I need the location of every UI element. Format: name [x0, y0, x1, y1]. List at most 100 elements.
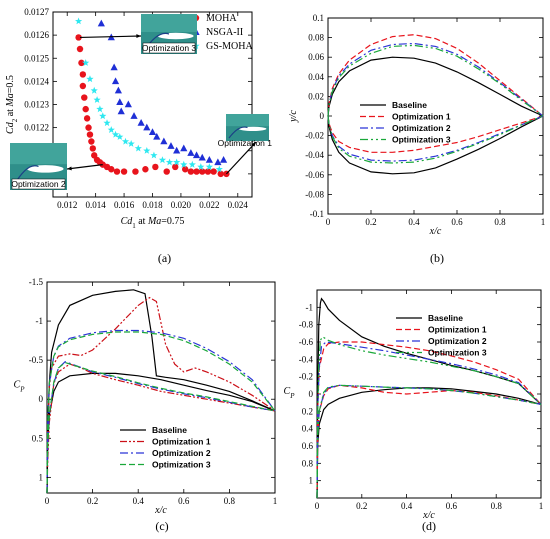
nsga2-point: [114, 86, 122, 94]
panel-c-ytick-label: 0: [39, 394, 44, 404]
panel-a-ytick-label: 0.0126: [24, 30, 49, 40]
panel-c-xtick-label: 1: [273, 496, 278, 506]
panel-d-legend-label: Optimization 3: [428, 348, 487, 358]
moha-point: [76, 45, 84, 53]
gs-moha-point: [143, 147, 151, 154]
panel-c-ytick-label: 0.5: [32, 433, 44, 443]
panel-d-ytick-label: -1: [306, 302, 314, 312]
panel-c-optimization-3-upper-line: [46, 331, 276, 494]
nsga2-point: [148, 128, 157, 136]
panel-d-xtick-label: 0.8: [491, 501, 503, 511]
panel-d-baseline-lower-line: [316, 387, 542, 499]
panel-c-ylabel: CP: [14, 380, 26, 394]
gs-moha-point: [173, 158, 181, 166]
nsga2-point: [124, 100, 132, 108]
panel-b-ytick-label: 0.04: [308, 72, 324, 82]
panel-d-ytick-label: -0.4: [299, 354, 314, 364]
panel-c-legend-label: Optimization 2: [152, 448, 211, 458]
inset-optimization-3-label-bg: [142, 42, 196, 54]
panel-b-ytick-label: -0.04: [305, 150, 324, 160]
panel-d-baseline-upper-line: [316, 297, 542, 499]
gs-moha-point: [158, 156, 167, 164]
panel-c-caption: (c): [155, 519, 168, 533]
moha-point: [120, 168, 128, 175]
panel-d-xtick-label: 0: [315, 501, 320, 511]
inset-optimization-1-shock: [228, 126, 248, 139]
panel-d-optimization-3-lower-line: [316, 384, 542, 499]
inset-optimization-1-band: [226, 114, 269, 127]
panel-c-xtick-label: 0.2: [87, 496, 98, 506]
nsga2-point: [167, 142, 175, 149]
panel-d-optimization-1-lower-line: [316, 384, 542, 499]
nsga2-point: [130, 112, 138, 119]
inset-optimization-2-label-bg: [11, 178, 66, 190]
gs-moha-point: [82, 59, 90, 66]
panel-a-ytick-label: 0.0122: [24, 123, 49, 133]
panel-a-xtick-label: 0.018: [142, 200, 163, 210]
gs-moha-point: [93, 96, 101, 103]
panel-a-ylabel: Cd2 at Ma=0.5: [5, 75, 19, 134]
moha-point: [75, 34, 82, 41]
panel-d-legend-label: Optimization 1: [428, 325, 487, 335]
panel-a-xtick-label: 0.020: [171, 200, 192, 210]
moha-point: [217, 170, 224, 178]
nsga2-point: [187, 149, 195, 156]
moha-point: [79, 82, 87, 90]
panel-a-xtick-label: 0.024: [228, 200, 249, 210]
gs-moha-point: [99, 112, 107, 120]
nsga2-point: [173, 146, 181, 154]
moha-point: [210, 168, 217, 175]
inset-optimization-3-band: [141, 14, 197, 32]
panel-b-ytick-label: 0: [320, 111, 325, 121]
panel-b-optimization-3-upper-line: [327, 44, 544, 117]
moha-point: [89, 145, 97, 152]
moha-point: [82, 105, 89, 113]
panel-c-xtick-label: 0.4: [133, 496, 145, 506]
moha-point: [181, 166, 189, 173]
legend-label-moha: MOHA: [206, 13, 237, 24]
panel-c-legend-label: Optimization 3: [152, 460, 211, 470]
moha-point: [187, 168, 195, 175]
arrow-optimization-2-head: [67, 166, 72, 171]
panel-d-xtick-label: 0.6: [446, 501, 458, 511]
gs-moha-point: [90, 86, 98, 94]
inset-optimization-2-label: Optimization 2: [11, 179, 66, 189]
gs-moha-point: [116, 133, 124, 140]
panel-d-ytick-label: 0.2: [302, 406, 313, 416]
panel-b-ytick-label: -0.06: [305, 170, 324, 180]
gs-moha-point: [121, 137, 130, 145]
moha-point: [86, 131, 94, 138]
inset-optimization-2-airfoil: [27, 165, 64, 173]
inset-optimization-3-label: Optimization 3: [142, 43, 197, 53]
nsga2-point: [97, 19, 105, 27]
panel-b-ytick-label: 0.1: [313, 13, 324, 23]
panel-c-optimization-1-lower-line: [46, 363, 276, 494]
panel-d-xtick-label: 1: [539, 501, 544, 511]
gs-moha-point: [215, 165, 223, 173]
moha-point: [172, 163, 179, 171]
moha-point: [113, 168, 121, 175]
moha-point: [91, 152, 98, 159]
panel-c-xtick-label: 0.8: [224, 496, 236, 506]
panel-b-caption: (b): [430, 251, 444, 265]
moha-point: [81, 94, 88, 101]
arrow-optimization-2: [66, 164, 103, 170]
inset-optimization-2: Optimization 2: [10, 143, 67, 190]
panel-d-ylabel: CP: [284, 386, 296, 400]
moha-point: [199, 168, 206, 175]
panel-d-ytick-label: 0: [309, 389, 314, 399]
nsga2-point: [198, 153, 206, 161]
panel-d-ytick-label: -0.2: [299, 372, 313, 382]
inset-optimization-1: [226, 114, 269, 141]
panel-b-ytick-label: -0.08: [305, 189, 324, 199]
gs-moha-point: [127, 140, 135, 147]
panel-c-xlabel: x/c: [154, 505, 167, 516]
nsga2-point: [117, 107, 125, 115]
nsga2-point: [219, 156, 228, 163]
panel-c-xtick-label: 0: [45, 496, 50, 506]
inset-optimization-1-airfoil: [238, 126, 267, 132]
panel-b-ytick-label: 0.08: [308, 33, 324, 43]
panel-d-ytick-label: -0.8: [299, 320, 314, 330]
nsga2-point: [137, 119, 145, 126]
